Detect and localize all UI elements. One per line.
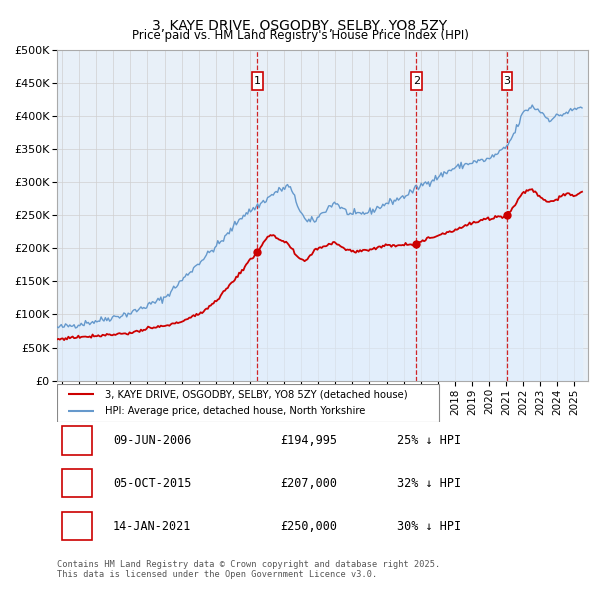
Text: Price paid vs. HM Land Registry's House Price Index (HPI): Price paid vs. HM Land Registry's House …	[131, 30, 469, 42]
Text: 05-OCT-2015: 05-OCT-2015	[113, 477, 191, 490]
Text: £207,000: £207,000	[280, 477, 337, 490]
Bar	[253, 72, 263, 90]
Bar	[62, 426, 92, 455]
Bar	[57, 384, 439, 422]
Text: £250,000: £250,000	[280, 520, 337, 533]
Text: Contains HM Land Registry data © Crown copyright and database right 2025.
This d: Contains HM Land Registry data © Crown c…	[57, 560, 440, 579]
Text: 3: 3	[73, 520, 80, 533]
Text: 3, KAYE DRIVE, OSGODBY, SELBY, YO8 5ZY: 3, KAYE DRIVE, OSGODBY, SELBY, YO8 5ZY	[152, 19, 448, 33]
Text: 09-JUN-2006: 09-JUN-2006	[113, 434, 191, 447]
Text: 2: 2	[73, 477, 80, 490]
Bar	[62, 469, 92, 497]
Text: 32% ↓ HPI: 32% ↓ HPI	[397, 477, 461, 490]
Bar	[411, 72, 422, 90]
Text: HPI: Average price, detached house, North Yorkshire: HPI: Average price, detached house, Nort…	[105, 406, 365, 416]
Text: 30% ↓ HPI: 30% ↓ HPI	[397, 520, 461, 533]
Text: 2: 2	[413, 76, 420, 86]
Text: 14-JAN-2021: 14-JAN-2021	[113, 520, 191, 533]
Text: £194,995: £194,995	[280, 434, 337, 447]
Text: 3: 3	[503, 76, 510, 86]
Text: 3, KAYE DRIVE, OSGODBY, SELBY, YO8 5ZY (detached house): 3, KAYE DRIVE, OSGODBY, SELBY, YO8 5ZY (…	[105, 389, 407, 399]
Bar	[502, 72, 512, 90]
Text: 1: 1	[254, 76, 261, 86]
Text: 1: 1	[73, 434, 80, 447]
Bar	[62, 512, 92, 540]
Text: 25% ↓ HPI: 25% ↓ HPI	[397, 434, 461, 447]
